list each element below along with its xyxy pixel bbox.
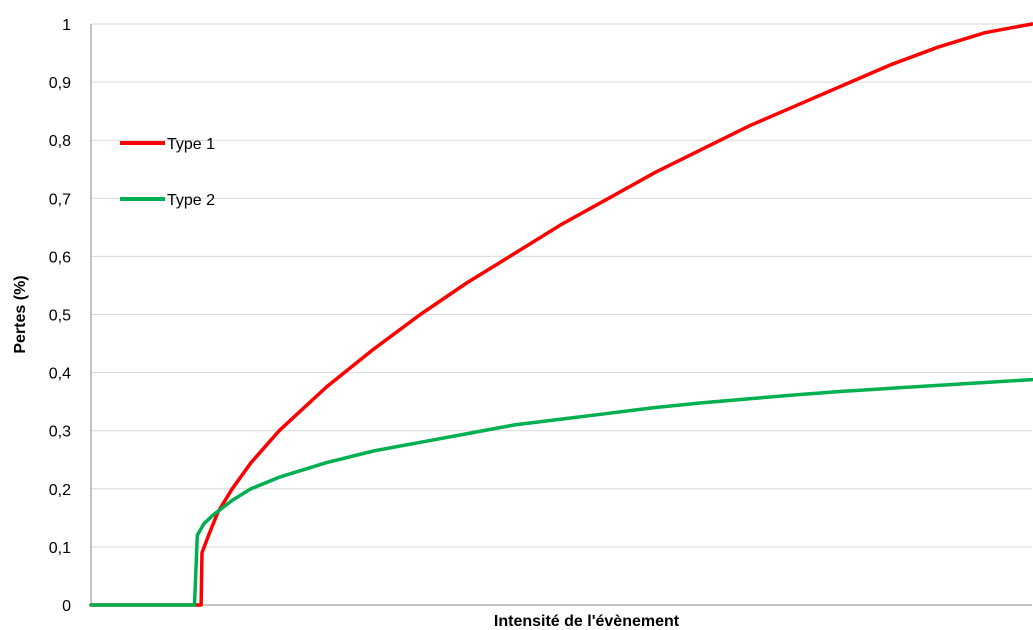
y-tick-label: 0,2: [49, 482, 71, 499]
series-lines: [89, 22, 1033, 607]
y-tick-label: 0,3: [49, 424, 71, 441]
legend: Type 1 Type 2: [120, 136, 215, 209]
y-tick-label: 0: [62, 598, 71, 615]
y-tick-label: 0,6: [49, 249, 71, 266]
legend-label-type-2: Type 2: [167, 192, 215, 209]
axes: [90, 24, 1032, 606]
legend-label-type-1: Type 1: [167, 136, 215, 153]
y-axis-title: Pertes (%): [12, 275, 29, 353]
y-tick-label: 0,8: [49, 133, 71, 150]
series-line-1: [89, 22, 1033, 607]
gridlines: [91, 23, 1032, 548]
y-tick-label: 0,7: [49, 191, 71, 208]
y-tick-label: 1: [62, 17, 71, 34]
y-tick-label: 0,9: [49, 75, 71, 92]
y-tick-labels: 0 0,1 0,2 0,3 0,4 0,5 0,6 0,7 0,8 0,9 1: [49, 17, 71, 615]
y-tick-label: 0,5: [49, 308, 71, 325]
y-tick-label: 0,4: [49, 366, 71, 383]
y-tick-label: 0,1: [49, 540, 71, 557]
x-axis-title: Intensité de l'évènement: [494, 613, 680, 630]
series-line-2: [89, 377, 1033, 607]
